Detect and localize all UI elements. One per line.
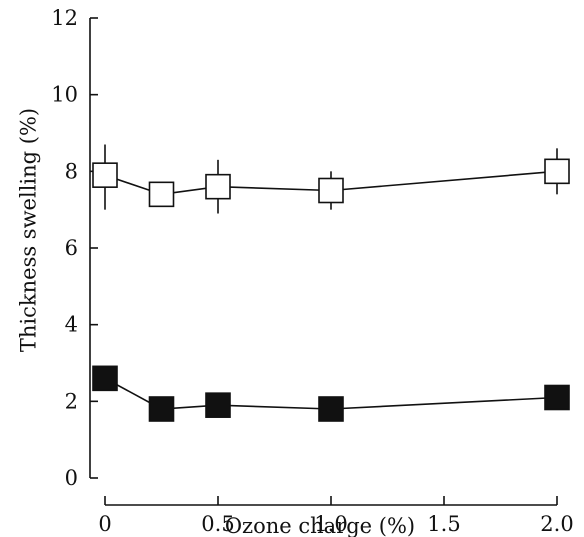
y-axis-title: Thickness swelling (%) [17, 108, 41, 352]
x-tick-label: 2.0 [540, 512, 573, 536]
x-tick-label: 0 [98, 512, 111, 536]
open-square-marker [148, 181, 175, 208]
open-square-marker [92, 162, 118, 188]
x-tick-label: 1.0 [314, 512, 347, 536]
y-tick-label: 2 [65, 389, 78, 413]
filled-square-marker [148, 396, 175, 422]
filled-square-marker [92, 365, 118, 392]
open-square-marker [544, 158, 570, 185]
plot-area [92, 144, 570, 422]
x-tick-label: 0.5 [201, 512, 234, 536]
open-square-marker [318, 177, 344, 204]
axes: 0 2 4 6 8 10 12 0 0.5 1.0 1.5 2.0 [51, 6, 573, 536]
y-tick-label: 4 [65, 313, 78, 337]
series-1 [92, 144, 570, 214]
x-tick-label: 1.5 [427, 512, 460, 536]
filled-square-marker [205, 392, 231, 418]
filled-square-marker [544, 384, 570, 411]
y-ticks: 0 2 4 6 8 10 12 [51, 6, 98, 490]
series-2 [92, 365, 570, 422]
x-axis-title: Ozone charge (%) [225, 514, 415, 537]
y-tick-label: 8 [65, 159, 78, 183]
y-tick-label: 6 [65, 236, 78, 260]
open-square-marker [205, 173, 231, 200]
filled-square-marker [318, 396, 344, 422]
y-tick-label: 10 [51, 83, 78, 107]
y-tick-label: 0 [65, 466, 78, 490]
x-ticks: 0 0.5 1.0 1.5 2.0 [98, 496, 574, 536]
y-tick-label: 12 [51, 6, 78, 30]
